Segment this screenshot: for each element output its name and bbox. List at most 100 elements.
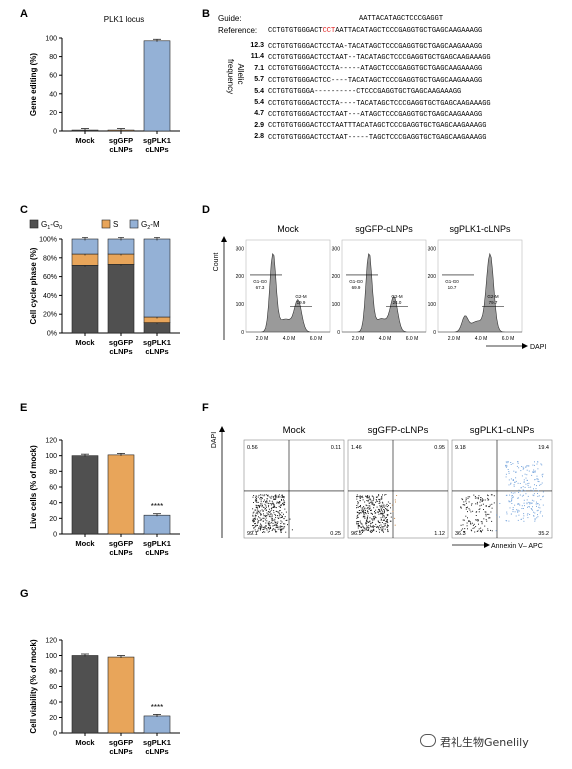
flow-dot	[382, 502, 384, 504]
flow-dot	[275, 524, 277, 526]
quadrant-bl-value: 96.5	[351, 531, 362, 537]
flow-dot	[254, 520, 256, 522]
flow-dot	[356, 507, 357, 509]
y-axis-label: Gene editing (%)	[29, 53, 38, 116]
flow-dot	[537, 509, 539, 511]
flow-dot	[266, 500, 268, 502]
y-tick-label: 60	[49, 485, 57, 492]
flow-dot	[515, 515, 517, 517]
flow-dot	[257, 529, 259, 531]
legend-entry-part: 2	[147, 225, 150, 231]
flow-dot	[356, 511, 358, 513]
flow-dot	[512, 492, 514, 494]
flow-dot	[525, 493, 527, 495]
flow-dot	[380, 524, 382, 526]
flow-dot	[363, 512, 365, 514]
flow-dot	[373, 504, 375, 506]
allele-frequency: 5.4	[254, 99, 264, 106]
flow-dot	[517, 497, 519, 499]
allele-frequency: 11.4	[250, 53, 264, 61]
flow-dot	[358, 525, 360, 527]
flow-dot	[480, 521, 482, 523]
flow-dot	[269, 516, 271, 518]
allele-sequence: CCTGTGTGGGACTCCTAAT---ATAGCTCCCGAGGTGCTG…	[268, 110, 483, 119]
flow-dot	[253, 511, 255, 513]
flow-dot	[282, 502, 283, 504]
allele-frequency: 5.4	[254, 87, 264, 95]
y-tick-label: 20	[49, 110, 57, 117]
flow-dot	[390, 516, 392, 518]
flow-dot	[265, 509, 267, 511]
flow-dot	[372, 529, 374, 531]
flow-dot	[383, 523, 385, 525]
flow-dot	[508, 484, 510, 486]
flow-dot	[462, 499, 464, 501]
flow-dot	[396, 495, 398, 496]
flow-dot	[534, 479, 536, 480]
flow-dot	[373, 498, 375, 500]
flow-dot	[473, 523, 475, 525]
flow-dot	[381, 498, 383, 500]
flow-dot	[533, 515, 535, 517]
flow-dot	[481, 521, 483, 523]
legend-entry: G1-G0	[41, 220, 62, 231]
flow-dot	[381, 513, 383, 515]
flow-dot	[536, 517, 538, 519]
flow-dot	[260, 501, 262, 503]
flow-dot	[367, 515, 369, 517]
flow-dot	[467, 506, 468, 508]
flow-dot	[266, 520, 268, 522]
flow-dot	[365, 520, 367, 522]
flow-dot	[489, 506, 491, 508]
flow-dot	[360, 505, 361, 506]
flow-dot	[264, 503, 266, 505]
flow-dot	[259, 498, 261, 500]
flow-dot	[522, 508, 524, 509]
flow-dot	[536, 505, 537, 507]
flow-dot	[375, 530, 377, 532]
flow-dot	[272, 525, 274, 527]
flow-dot	[382, 516, 384, 518]
histogram-title: Mock	[277, 224, 299, 234]
flow-dot	[379, 502, 381, 504]
flow-dot	[264, 519, 266, 521]
flow-dot	[479, 501, 481, 503]
flow-dot	[260, 499, 262, 501]
flow-dot	[383, 516, 385, 518]
flow-dot	[518, 489, 520, 491]
flow-dot	[390, 512, 392, 514]
flow-dot	[368, 527, 370, 529]
flow-dot	[514, 504, 516, 506]
flow-dot	[273, 505, 275, 507]
quadrant-tl-value: 0.56	[247, 445, 258, 451]
flow-dot	[272, 528, 274, 530]
flow-dot	[475, 503, 477, 505]
panel-e-live-cells-chart: 0 20 40 60 80 100 120 Live cells (% of mock) Moc…	[29, 438, 180, 557]
x-tick-label: Mock	[75, 539, 95, 548]
flow-dot	[383, 509, 385, 511]
flow-dot	[358, 530, 360, 532]
flow-dot	[522, 489, 524, 491]
flow-dot	[466, 522, 468, 524]
y-axis-label: Cell cycle phase (%)	[29, 247, 38, 324]
dapi-axis-label: DAPI	[211, 432, 218, 448]
flow-dot	[257, 530, 259, 532]
flow-dot	[278, 503, 280, 505]
flow-dot	[515, 471, 516, 473]
flow-dot	[378, 510, 380, 512]
flow-dot	[536, 501, 537, 503]
flow-dot	[375, 523, 377, 525]
flow-dot	[485, 511, 487, 513]
flow-dot	[461, 498, 463, 500]
flow-dot	[512, 480, 514, 481]
flow-dot	[462, 524, 464, 526]
flow-dot	[533, 515, 535, 517]
flow-dot	[366, 496, 368, 498]
flow-dot	[373, 529, 375, 531]
flow-dot	[516, 465, 518, 467]
flow-dot	[541, 482, 543, 484]
flow-dot	[276, 502, 278, 504]
flow-dot	[266, 500, 268, 502]
flow-dot	[470, 522, 472, 524]
guide-label: Guide:	[218, 14, 242, 23]
